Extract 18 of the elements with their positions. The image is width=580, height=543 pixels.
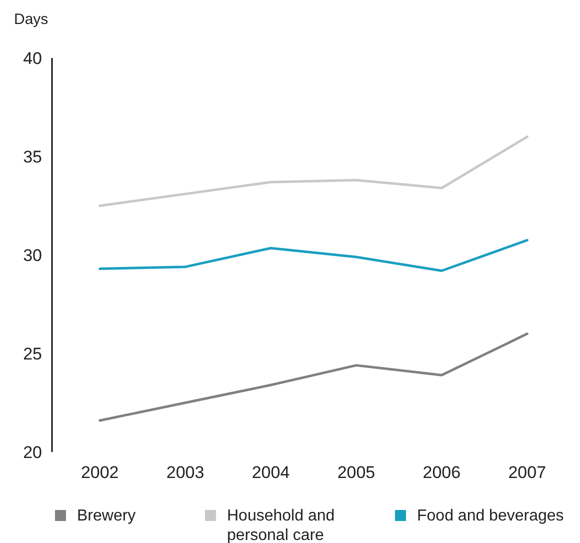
y-tick-label: 30 [23,246,42,265]
y-tick-label: 25 [23,344,42,364]
y-tick-label: 20 [23,442,42,462]
x-tick-label: 2005 [337,463,376,482]
x-tick-label: 2006 [422,463,461,482]
x-tick-label: 2002 [80,463,119,482]
line-series [98,238,528,272]
x-tick-label: 2007 [508,463,546,482]
legend-label: Food and beverages [417,508,564,525]
line-series [98,136,528,207]
x-tick-label: 2004 [252,463,290,482]
legend-label: Household and personal care [227,508,335,543]
y-tick-label: 40 [23,48,42,68]
y-tick-label: 35 [23,147,42,166]
x-tick-label: 2003 [166,463,204,482]
y-axis-title: Days [14,11,48,28]
legend-label: Brewery [77,508,136,525]
line-series [98,332,528,422]
